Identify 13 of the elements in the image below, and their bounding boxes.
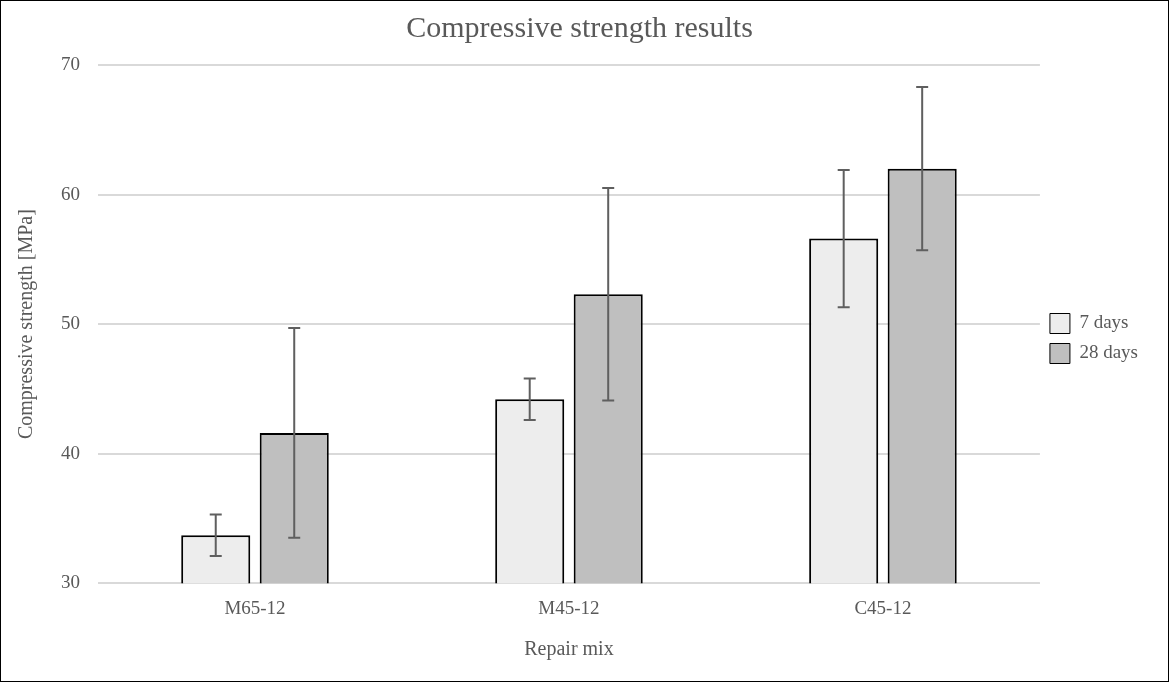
legend-label: 28 days (1079, 341, 1138, 363)
legend-label: 7 days (1079, 311, 1129, 333)
x-tick-label: C45-12 (854, 596, 912, 618)
x-axis-title: Repair mix (524, 637, 614, 661)
x-tick-label: M45-12 (538, 596, 600, 618)
y-tick-label: 70 (61, 52, 80, 74)
y-axis-title: Compressive strength [MPa] (14, 209, 38, 440)
x-tick-label: M65-12 (224, 596, 286, 618)
y-tick-label: 30 (61, 571, 80, 593)
y-tick-label: 60 (61, 182, 80, 204)
chart-title: Compressive strength results (406, 9, 753, 43)
y-tick-label: 40 (61, 441, 80, 463)
y-tick-label: 50 (61, 312, 80, 334)
